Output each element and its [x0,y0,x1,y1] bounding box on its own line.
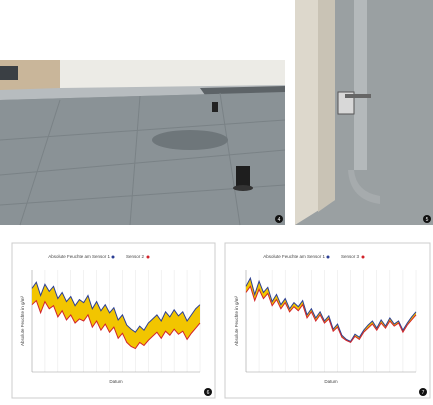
x-axis-label: Datum [109,379,123,384]
series-line [31,299,201,350]
series-line [245,276,417,343]
roof-photo: 4 [0,60,286,226]
series-line [31,281,201,333]
legend-swatch [361,255,365,259]
y-axis-label: Absolute Feuchte in g/m³ [20,295,25,346]
y-axis-label: Absolute Feuchte in g/m³ [234,295,239,346]
legend-label: Absolute Feuchte am Sensor 1 [263,254,325,259]
figure-badge [204,388,212,396]
figure-number: 6 [207,390,210,396]
legend-label: Sensor 2 [126,254,145,259]
x-axis-label: Datum [324,379,338,384]
legend-swatch [146,255,150,259]
legend-label: Sensor 3 [341,254,360,259]
series-line [245,285,417,344]
figure-badge [419,388,427,396]
figure-number: 5 [426,217,429,223]
figure-number: 7 [422,390,425,396]
legend-swatch [111,255,115,259]
legend-label: Absolute Feuchte am Sensor 1 [48,254,110,259]
band-fill [32,282,200,349]
figure-number: 4 [278,217,281,223]
downpipe-photo: 5 [295,0,433,225]
legend-swatch [326,255,330,259]
